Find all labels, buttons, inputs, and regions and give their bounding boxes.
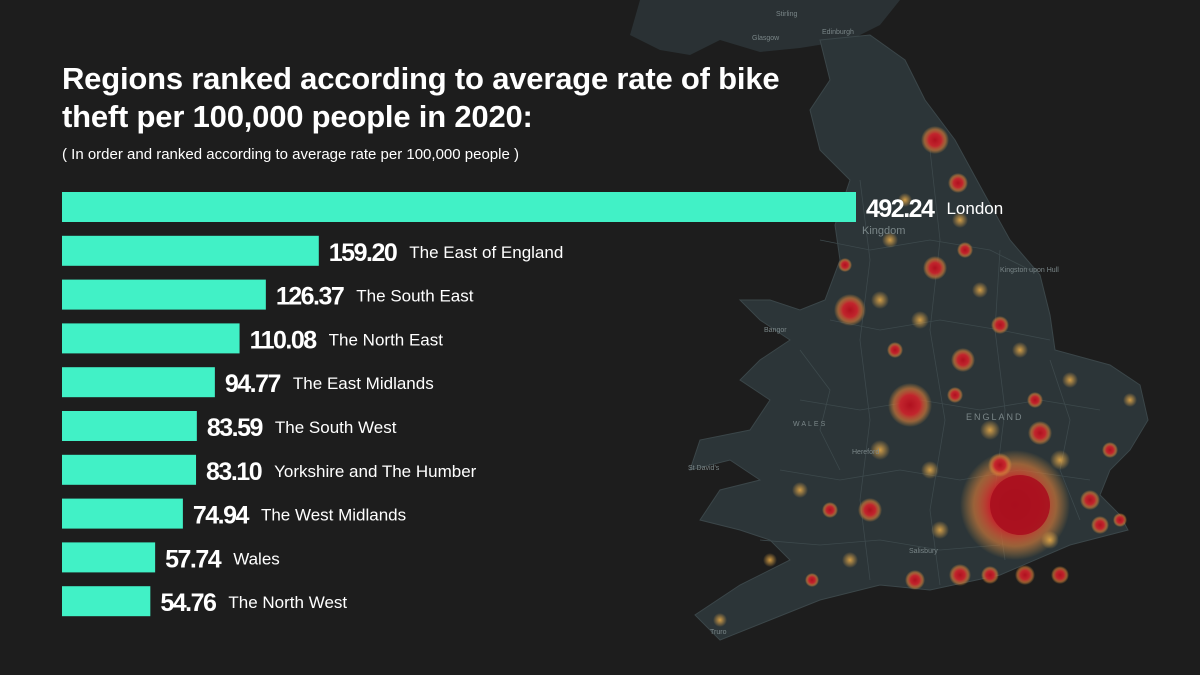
map-label-stirling: Stirling [776, 11, 798, 18]
bar-london [62, 192, 856, 222]
value-label-the-east-midlands: 94.77 [225, 370, 281, 398]
map-label-kingston-upon-hull: Kingston upon Hull [1000, 267, 1059, 274]
chart-title: Regions ranked according to average rate… [62, 61, 780, 134]
bar-wales [62, 542, 156, 573]
map-label-st-davids: St David's [688, 465, 720, 472]
theft-hotspots [713, 126, 1137, 627]
map-label-truro: Truro [710, 629, 727, 636]
bar-yorkshire-and-the-humber [62, 454, 197, 485]
bar-the-west-midlands [62, 498, 183, 529]
category-label-the-south-east: The South East [356, 287, 473, 306]
value-label-the-west-midlands: 74.94 [193, 502, 250, 530]
value-label-london: 492.24 [866, 195, 935, 223]
category-label-the-east-midlands: The East Midlands [293, 374, 434, 393]
region-boundaries [759, 149, 1101, 586]
bar-the-north-west [62, 586, 151, 617]
map-label-hereford: Hereford [852, 449, 879, 456]
bar-the-north-east [62, 323, 240, 354]
category-label-the-east-of-england: The East of England [409, 243, 563, 262]
value-label-the-east-of-england: 159.20 [329, 239, 397, 267]
value-label-the-south-east: 126.37 [276, 283, 344, 311]
category-label-the-south-west: The South West [275, 418, 397, 437]
category-label-the-north-east: The North East [329, 330, 444, 349]
value-label-yorkshire-and-the-humber: 83.10 [206, 458, 262, 486]
value-label-the-south-west: 83.59 [207, 414, 263, 442]
value-label-the-north-east: 110.08 [250, 326, 318, 354]
map-label-kingdom: Kingdom [862, 225, 905, 237]
map-label-glasgow: Glasgow [752, 35, 780, 42]
category-label-yorkshire-and-the-humber: Yorkshire and The Humber [274, 462, 477, 481]
map-label-england: ENGLAND [966, 412, 1024, 422]
chart-subtitle: ( In order and ranked according to avera… [62, 146, 519, 163]
map-label-edinburgh: Edinburgh [822, 29, 854, 36]
bar-the-east-midlands [62, 367, 215, 398]
map-label-wales: WALES [793, 421, 827, 428]
category-label-london: London [946, 199, 1003, 218]
value-label-wales: 57.74 [165, 545, 222, 573]
bar-the-south-west [62, 411, 197, 441]
category-label-wales: Wales [233, 549, 280, 568]
bar-the-south-east [62, 279, 266, 310]
category-label-the-west-midlands: The West Midlands [261, 506, 406, 525]
category-label-the-north-west: The North West [228, 593, 347, 612]
bar-the-east-of-england [62, 235, 319, 266]
map-label-bangor: Bangor [764, 327, 787, 334]
value-label-the-north-west: 54.76 [160, 589, 216, 617]
map-label-salisbury: Salisbury [909, 548, 938, 555]
